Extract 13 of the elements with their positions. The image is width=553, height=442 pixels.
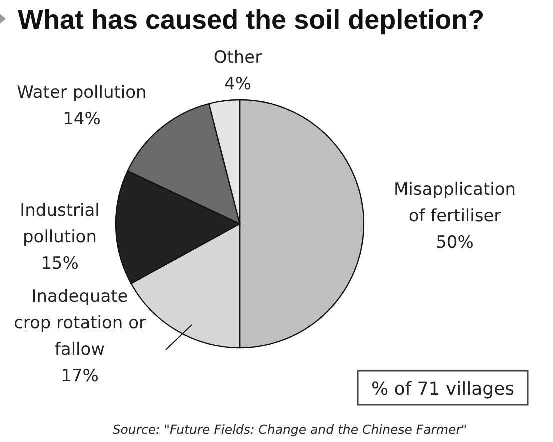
slice-label: Other [214, 48, 262, 68]
data-label: 14% [63, 110, 101, 130]
slice-label: Inadequate crop rotation or fallow [14, 287, 146, 360]
data-label: 17% [61, 366, 99, 386]
slice-label: Water pollution [17, 83, 147, 103]
source-note: Source: "Future Fields: Change and the Chinese Farmer" [112, 422, 468, 437]
slice-label: Industrial pollution [20, 201, 100, 248]
data-label: 50% [436, 233, 474, 253]
text: % of 71 villages [371, 379, 515, 400]
chart-title: What has caused the soil depletion? [18, 5, 485, 35]
data-label: 4% [224, 74, 252, 94]
data-label: 15% [41, 254, 79, 274]
slice-label: Misapplication of fertiliser [394, 180, 516, 226]
